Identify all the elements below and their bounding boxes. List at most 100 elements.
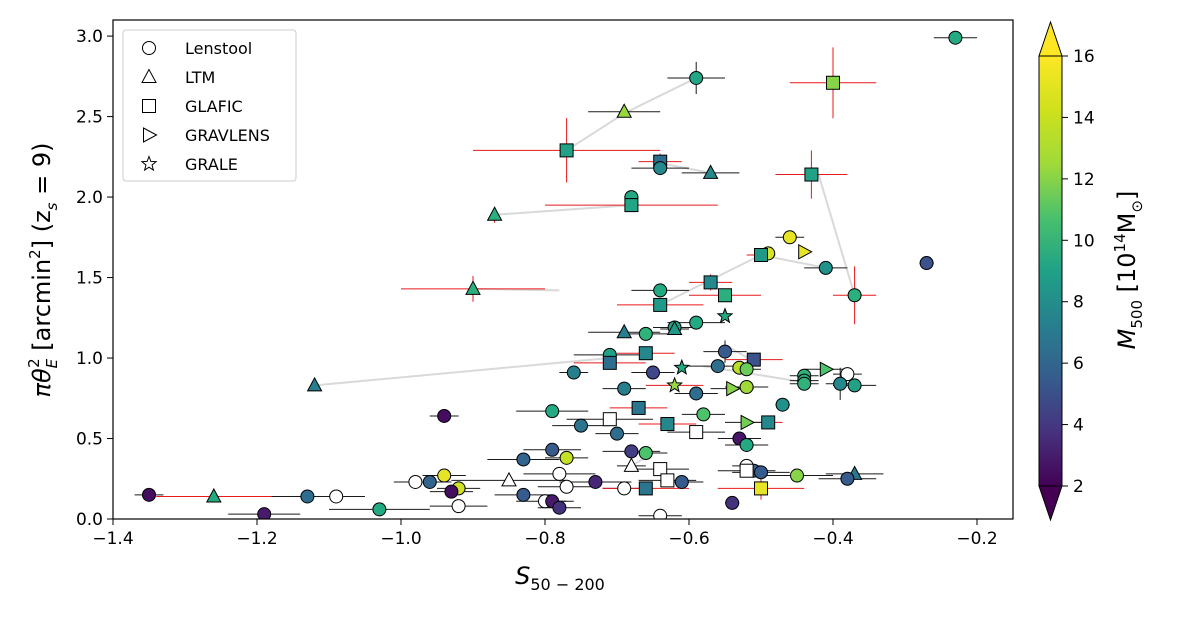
data-point bbox=[545, 404, 560, 419]
data-point bbox=[740, 414, 756, 431]
legend-marker-star bbox=[140, 155, 158, 172]
colorbar-tick-label: 16 bbox=[1073, 47, 1095, 67]
data-point bbox=[142, 487, 156, 502]
data-point bbox=[638, 481, 653, 496]
data-point bbox=[574, 418, 588, 433]
colorbar-gradient bbox=[1039, 56, 1062, 486]
legend-marker-triangle-right bbox=[143, 127, 158, 143]
data-point bbox=[726, 380, 741, 397]
data-point bbox=[638, 446, 653, 461]
data-point bbox=[775, 397, 790, 412]
data-point bbox=[624, 444, 639, 459]
x-axis-ticks: −1.4 −1.2 −1.0 −0.8 −0.6 −0.4 −0.2 bbox=[92, 519, 998, 549]
data-point bbox=[840, 367, 855, 382]
data-point bbox=[257, 507, 272, 519]
legend-label: GLAFIC bbox=[185, 97, 243, 116]
legend-marker-triangle bbox=[141, 68, 157, 83]
data-point bbox=[638, 326, 653, 341]
data-markers bbox=[142, 30, 963, 519]
data-point bbox=[501, 471, 517, 487]
data-point bbox=[754, 248, 768, 263]
data-point bbox=[437, 408, 452, 423]
data-point bbox=[798, 243, 813, 260]
data-point bbox=[653, 462, 668, 477]
y-tick-label: 0.5 bbox=[76, 430, 103, 450]
data-point bbox=[545, 442, 560, 457]
colorbar-tick-label: 10 bbox=[1073, 231, 1095, 251]
data-point bbox=[833, 376, 848, 391]
legend-label: GRALE bbox=[185, 155, 238, 174]
colorbar-label: M500 [1014M⊙] bbox=[1111, 191, 1146, 350]
data-point bbox=[782, 230, 797, 245]
data-point bbox=[660, 417, 675, 432]
data-point bbox=[804, 167, 819, 182]
data-point bbox=[616, 323, 633, 339]
x-tick-label: −1.0 bbox=[380, 529, 421, 549]
data-point bbox=[689, 425, 704, 440]
data-point bbox=[588, 474, 603, 489]
data-point bbox=[847, 288, 862, 303]
data-point bbox=[372, 502, 387, 517]
y-tick-label: 1.0 bbox=[76, 349, 103, 369]
data-point bbox=[486, 206, 503, 221]
data-point bbox=[919, 256, 934, 271]
data-point bbox=[761, 415, 776, 430]
data-point bbox=[689, 386, 704, 401]
colorbar-tick-label: 14 bbox=[1073, 108, 1095, 128]
data-point bbox=[718, 344, 732, 359]
data-point bbox=[646, 365, 660, 380]
colorbar-tick-label: 12 bbox=[1073, 170, 1095, 190]
y-axis-ticks: 0.0 0.5 1.0 1.5 2.0 2.5 3.0 bbox=[76, 27, 113, 530]
data-point bbox=[725, 495, 740, 510]
data-point bbox=[624, 198, 639, 213]
data-point bbox=[689, 315, 704, 330]
data-point bbox=[653, 283, 668, 298]
data-point bbox=[819, 361, 835, 378]
connection-line bbox=[566, 77, 697, 152]
data-point bbox=[754, 481, 768, 496]
data-point bbox=[602, 412, 617, 427]
data-point bbox=[666, 376, 684, 393]
data-point bbox=[653, 161, 668, 176]
data-point bbox=[702, 164, 719, 179]
data-point bbox=[559, 450, 574, 465]
colorbar-tick-label: 6 bbox=[1073, 354, 1084, 374]
legend-label: Lenstool bbox=[185, 39, 252, 58]
data-point bbox=[623, 457, 640, 472]
data-point bbox=[840, 471, 855, 486]
legend-label: GRAVLENS bbox=[185, 126, 270, 145]
data-point bbox=[797, 376, 812, 391]
colorbar-tick-label: 2 bbox=[1073, 477, 1084, 497]
data-point bbox=[617, 481, 632, 496]
x-tick-label: −1.2 bbox=[236, 529, 277, 549]
data-point bbox=[559, 479, 574, 494]
connection-lines bbox=[314, 77, 856, 467]
data-point bbox=[516, 487, 531, 502]
data-point bbox=[754, 465, 768, 480]
data-point bbox=[617, 381, 632, 396]
legend-marker-square bbox=[142, 99, 156, 113]
data-point bbox=[696, 407, 711, 422]
data-point bbox=[718, 288, 732, 303]
y-tick-label: 0.0 bbox=[76, 510, 103, 530]
colorbar-ticks: 2 4 6 8 10 12 14 16 bbox=[1062, 47, 1095, 497]
data-point bbox=[610, 426, 624, 441]
y-tick-label: 3.0 bbox=[76, 27, 103, 47]
x-tick-label: −0.6 bbox=[668, 529, 709, 549]
x-tick-label: −0.2 bbox=[956, 529, 997, 549]
data-point bbox=[703, 275, 718, 290]
data-point bbox=[739, 380, 754, 395]
connection-line bbox=[494, 204, 632, 216]
data-point bbox=[666, 320, 683, 336]
data-point bbox=[559, 143, 574, 158]
data-point bbox=[739, 437, 754, 452]
data-point bbox=[552, 466, 567, 481]
data-point bbox=[790, 468, 804, 483]
legend: Lenstool LTM GLAFIC GRAVLENS GRALE bbox=[122, 29, 297, 182]
data-point bbox=[847, 378, 862, 393]
colorbar-tick-label: 8 bbox=[1073, 293, 1084, 313]
x-tick-label: −0.8 bbox=[524, 529, 565, 549]
data-point bbox=[739, 463, 754, 478]
data-point bbox=[516, 452, 531, 467]
data-point bbox=[300, 489, 315, 504]
